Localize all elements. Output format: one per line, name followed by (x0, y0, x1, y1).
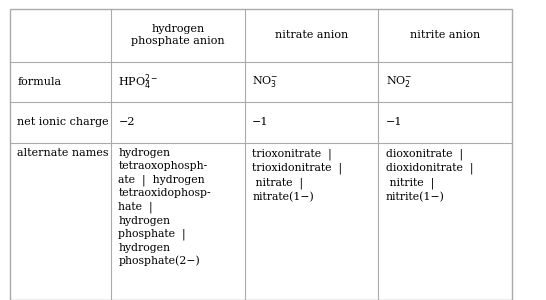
Text: net ionic charge: net ionic charge (17, 117, 109, 127)
Text: hydrogen
phosphate anion: hydrogen phosphate anion (131, 24, 224, 46)
Text: nitrite anion: nitrite anion (410, 30, 480, 40)
Text: −1: −1 (386, 117, 402, 127)
Text: −1: −1 (252, 117, 269, 127)
Text: trioxonitrate  |
trioxidonitrate  |
 nitrate  |
nitrate(1−): trioxonitrate | trioxidonitrate | nitrat… (252, 148, 342, 202)
Text: formula: formula (17, 77, 62, 87)
Text: alternate names: alternate names (17, 148, 109, 158)
Text: NO$_2^{-}$: NO$_2^{-}$ (386, 74, 413, 89)
Text: HPO$_4^{2-}$: HPO$_4^{2-}$ (118, 72, 159, 92)
Text: −2: −2 (118, 117, 135, 127)
Text: dioxonitrate  |
dioxidonitrate  |
 nitrite  |
nitrite(1−): dioxonitrate | dioxidonitrate | nitrite … (386, 148, 473, 202)
Text: NO$_3^{-}$: NO$_3^{-}$ (252, 74, 279, 89)
Text: hydrogen
tetraoxophosph-
ate  |  hydrogen
tetraoxidophosp-
hate  |
hydrogen
phos: hydrogen tetraoxophosph- ate | hydrogen … (118, 148, 211, 266)
Text: nitrate anion: nitrate anion (275, 30, 348, 40)
